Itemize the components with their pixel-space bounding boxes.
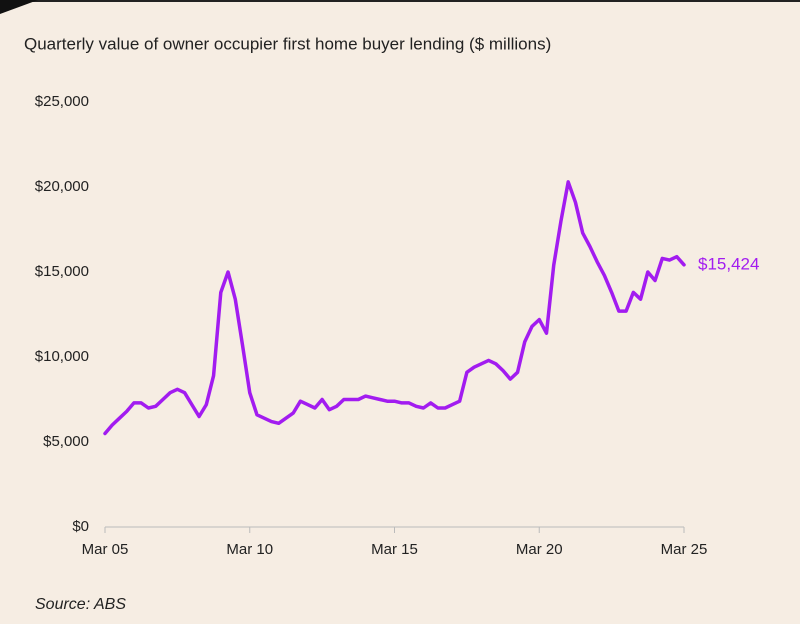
value-label: $15,424 xyxy=(698,254,759,273)
y-tick-label: $20,000 xyxy=(35,178,89,195)
y-tick-label: $15,000 xyxy=(35,263,89,280)
series-line xyxy=(103,180,686,436)
y-tick-label: $5,000 xyxy=(43,433,89,450)
x-tick-label: Mar 20 xyxy=(516,541,563,558)
source: Source: ABS xyxy=(35,596,126,613)
x-tick-label: Mar 25 xyxy=(661,541,708,558)
chart-title: Quarterly value of owner occupier first … xyxy=(24,34,551,53)
y-tick-label: $10,000 xyxy=(35,348,89,365)
x-tick-label: Mar 05 xyxy=(82,541,129,558)
x-tick-label: Mar 10 xyxy=(226,541,273,558)
corner-mark xyxy=(0,0,38,14)
y-tick-label: $0 xyxy=(72,518,89,535)
x-tick-label: Mar 15 xyxy=(371,541,418,558)
y-tick-label: $25,000 xyxy=(35,93,89,110)
